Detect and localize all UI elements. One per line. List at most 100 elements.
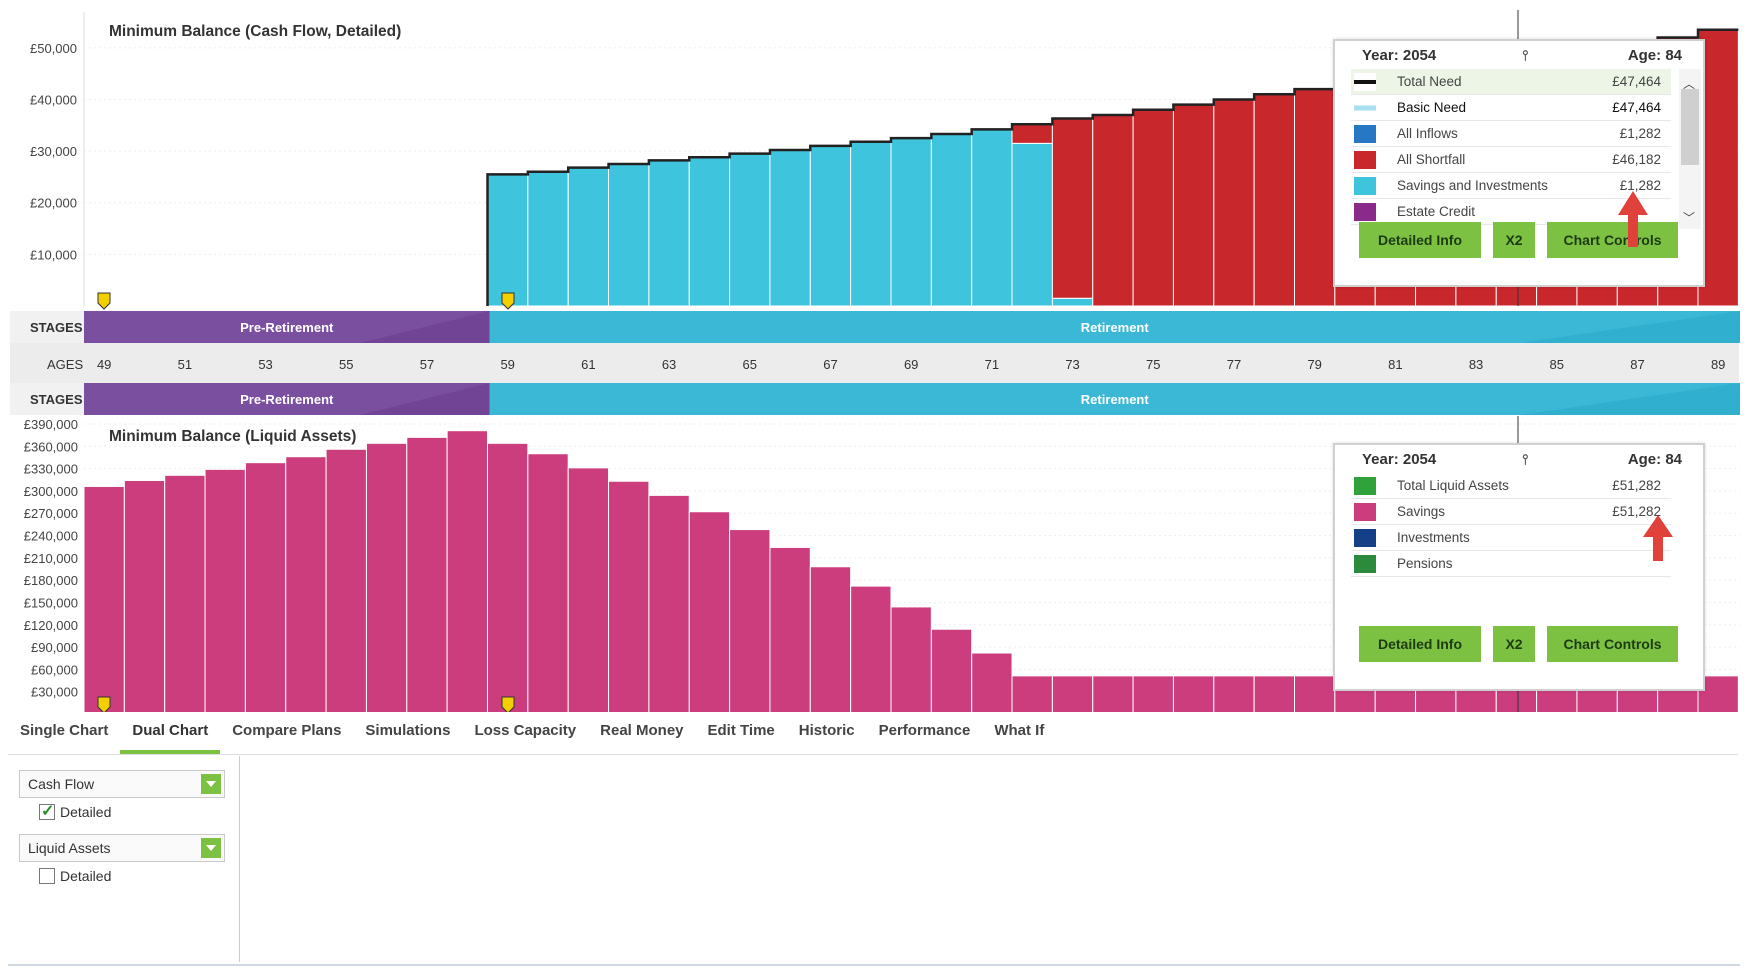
tab-edit-time[interactable]: Edit Time <box>707 722 775 739</box>
marker-icon[interactable] <box>501 292 515 310</box>
popup-scrollbar[interactable]: ︿ ﹀ <box>1679 69 1701 229</box>
scroll-thumb[interactable] <box>1681 89 1699 165</box>
marker-icon[interactable] <box>97 292 111 310</box>
shortfall-bar[interactable] <box>1172 104 1215 307</box>
savings-bar[interactable] <box>527 171 569 307</box>
shortfall-bar[interactable] <box>1253 93 1296 307</box>
savings-bar[interactable] <box>1092 675 1134 712</box>
savings-bar[interactable] <box>164 474 206 712</box>
savings-bar[interactable] <box>446 430 488 712</box>
legend-row[interactable]: Total Need £47,464 <box>1351 69 1671 95</box>
legend-swatch <box>1354 529 1376 547</box>
savings-bar[interactable] <box>204 468 246 712</box>
savings-bar[interactable] <box>487 442 529 712</box>
shortfall-bar[interactable] <box>1092 114 1134 307</box>
savings-bar[interactable] <box>890 137 932 307</box>
savings-bar[interactable] <box>769 546 811 712</box>
tab-simulations[interactable]: Simulations <box>365 722 451 739</box>
savings-bar[interactable] <box>688 156 731 307</box>
savings-bar[interactable] <box>406 436 448 712</box>
scroll-down-icon[interactable]: ﹀ <box>1683 211 1696 225</box>
chart-controls-button[interactable]: Chart Controls <box>1547 222 1678 258</box>
tab-loss-capacity[interactable]: Loss Capacity <box>474 722 577 739</box>
savings-bar[interactable] <box>244 462 287 712</box>
tab-real-money[interactable]: Real Money <box>600 722 684 739</box>
shortfall-bar[interactable] <box>1132 109 1174 307</box>
pin-icon[interactable]: ⫯ <box>1522 451 1529 467</box>
shortfall-bar[interactable] <box>1213 98 1255 307</box>
savings-bar[interactable] <box>890 606 932 712</box>
savings-bar[interactable] <box>1132 675 1174 712</box>
retirement-band[interactable] <box>489 311 1741 343</box>
x2-button[interactable]: X2 <box>1493 222 1535 258</box>
savings-bar[interactable] <box>487 173 529 307</box>
savings-bar[interactable] <box>809 566 852 712</box>
savings-bar[interactable] <box>325 448 367 712</box>
scroll-up-icon[interactable]: ︿ <box>1683 77 1696 91</box>
savings-bar[interactable] <box>930 628 973 712</box>
savings-bar[interactable] <box>83 485 125 712</box>
savings-bar[interactable] <box>971 652 1013 712</box>
tab-historic[interactable]: Historic <box>798 722 855 739</box>
savings-bar[interactable] <box>567 167 610 307</box>
bottom-detailed-checkbox[interactable]: Detailed <box>39 868 111 884</box>
shortfall-bar[interactable] <box>1011 123 1053 144</box>
savings-bar[interactable] <box>1253 675 1296 712</box>
savings-bar[interactable] <box>365 442 408 712</box>
savings-bar[interactable] <box>608 163 650 307</box>
savings-bar[interactable] <box>850 141 892 307</box>
savings-bar[interactable] <box>608 480 650 712</box>
legend-row[interactable]: Savings £51,282 <box>1351 499 1671 525</box>
savings-bar[interactable] <box>769 149 811 307</box>
legend-row[interactable]: All Shortfall £46,182 <box>1351 147 1671 173</box>
savings-bar[interactable] <box>1051 675 1094 712</box>
checkbox-checked-icon[interactable] <box>39 801 55 821</box>
tab-what-if[interactable]: What If <box>994 722 1045 739</box>
legend-row[interactable]: All Inflows £1,282 <box>1351 121 1671 147</box>
legend-row[interactable]: Savings and Investments £1,282 <box>1351 173 1671 199</box>
savings-bar[interactable] <box>1213 675 1255 712</box>
bottom-chart-select[interactable]: Liquid Assets <box>19 834 225 862</box>
savings-bar[interactable] <box>1011 675 1053 712</box>
retirement-band[interactable] <box>489 383 1741 415</box>
top-detailed-checkbox[interactable]: Detailed <box>39 801 111 821</box>
legend-row[interactable]: Pensions <box>1351 551 1671 577</box>
savings-bar[interactable] <box>1011 142 1053 307</box>
savings-bar[interactable] <box>648 494 690 712</box>
top-chart-select[interactable]: Cash Flow <box>19 770 225 798</box>
detailed-info-button[interactable]: Detailed Info <box>1359 222 1481 258</box>
savings-bar[interactable] <box>527 453 569 712</box>
savings-bar[interactable] <box>850 585 892 712</box>
savings-bar[interactable] <box>729 529 771 712</box>
savings-bar[interactable] <box>809 145 852 307</box>
legend-row[interactable]: Basic Need £47,464 <box>1351 95 1671 121</box>
dropdown-arrow-icon[interactable] <box>201 838 221 858</box>
savings-bar[interactable] <box>123 480 166 712</box>
savings-bar[interactable] <box>1294 675 1336 712</box>
pin-icon[interactable]: ⫯ <box>1522 47 1529 63</box>
tab-dual-chart[interactable]: Dual Chart <box>120 714 221 754</box>
savings-bar[interactable] <box>285 456 327 712</box>
dropdown-arrow-icon[interactable] <box>201 774 221 794</box>
savings-bar[interactable] <box>930 133 973 307</box>
savings-bar[interactable] <box>688 511 731 712</box>
chart-controls-button[interactable]: Chart Controls <box>1547 626 1678 662</box>
marker-icon[interactable] <box>501 696 515 712</box>
shortfall-bar[interactable] <box>1294 88 1336 307</box>
savings-bar[interactable] <box>1051 297 1094 307</box>
savings-bar[interactable] <box>729 153 771 307</box>
tab-compare-plans[interactable]: Compare Plans <box>232 722 342 739</box>
legend-row[interactable]: Total Liquid Assets £51,282 <box>1351 473 1671 499</box>
shortfall-bar[interactable] <box>1051 118 1094 299</box>
savings-bar[interactable] <box>567 467 610 712</box>
tab-single-chart[interactable]: Single Chart <box>20 722 109 739</box>
x2-button[interactable]: X2 <box>1493 626 1535 662</box>
savings-bar[interactable] <box>648 159 690 307</box>
legend-row[interactable]: Investments <box>1351 525 1671 551</box>
savings-bar[interactable] <box>1172 675 1215 712</box>
detailed-info-button[interactable]: Detailed Info <box>1359 626 1481 662</box>
tab-performance[interactable]: Performance <box>878 722 971 739</box>
checkbox-unchecked-icon[interactable] <box>39 868 55 884</box>
marker-icon[interactable] <box>97 696 111 712</box>
savings-bar[interactable] <box>971 128 1013 307</box>
